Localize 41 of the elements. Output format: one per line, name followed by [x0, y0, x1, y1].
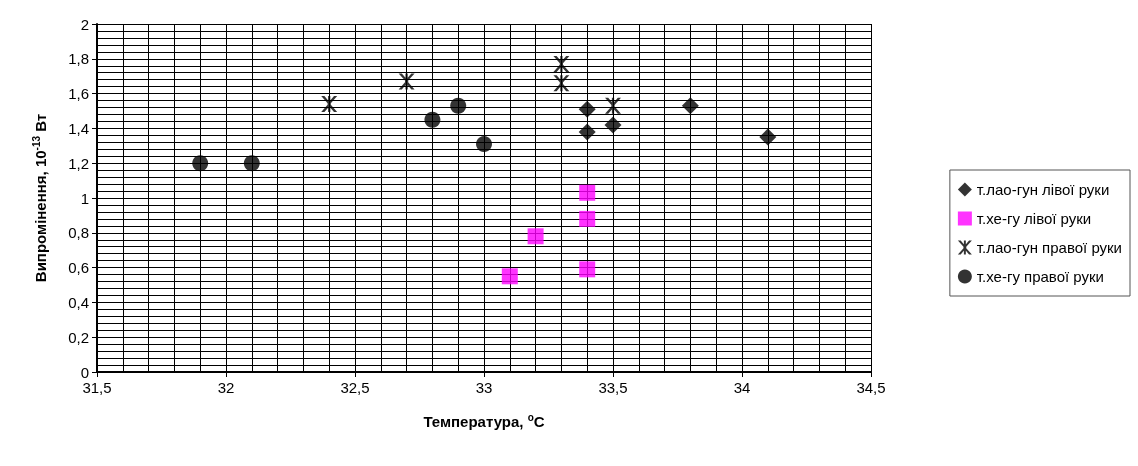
point	[476, 136, 492, 153]
y-axis-title: Випромінення, 10-13 Вт	[30, 113, 49, 283]
point	[398, 73, 415, 90]
point	[192, 155, 209, 172]
point	[681, 97, 699, 115]
y-tick-label: 1,2	[68, 154, 89, 172]
y-tick-label: 1,4	[68, 119, 89, 137]
legend-label: т.хе-гу лівої руки	[976, 210, 1092, 227]
x-tick-label: 32	[217, 379, 235, 396]
y-tick-label: 0,6	[68, 259, 89, 277]
y-tick-label: 0,8	[68, 224, 89, 242]
point	[243, 155, 260, 172]
y-tick-label: 1	[80, 189, 89, 207]
x-tick-label: 34,5	[856, 379, 886, 396]
x-tick-label: 32,5	[340, 379, 370, 396]
point	[450, 97, 467, 114]
legend-label: т.лао-гун правої руки	[976, 239, 1123, 256]
point	[424, 111, 441, 128]
point	[578, 123, 596, 141]
y-tick-label: 1,8	[68, 50, 89, 68]
point	[553, 75, 570, 92]
y-tick-label: 0	[80, 363, 89, 381]
point	[579, 184, 596, 201]
y-tick-label: 0,4	[68, 293, 89, 311]
legend-label: т.хе-гу правої руки	[976, 268, 1104, 285]
x-tick-label: 34	[733, 379, 751, 396]
x-tick-label: 33	[475, 379, 493, 396]
y-tick-label: 0,2	[68, 328, 89, 346]
point	[579, 261, 596, 278]
x-tick-label: 31,5	[82, 379, 112, 396]
point	[759, 128, 777, 146]
point	[578, 100, 596, 118]
point	[604, 116, 622, 134]
y-tick-label: 2	[80, 15, 89, 33]
point	[501, 268, 518, 285]
y-tick-label: 1,6	[68, 85, 89, 103]
x-tick-label: 33,5	[598, 379, 628, 396]
point	[527, 228, 544, 245]
point	[553, 56, 570, 73]
legend-label: т.лао-гун лівої руки	[976, 181, 1110, 198]
point	[579, 210, 596, 227]
